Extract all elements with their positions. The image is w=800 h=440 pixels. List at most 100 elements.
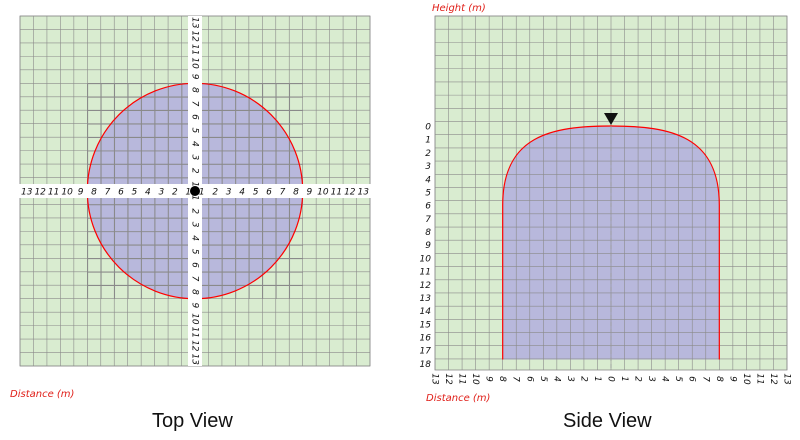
top-view-caption: Top View xyxy=(152,410,233,432)
horizontal-tick-label: 1 xyxy=(185,188,191,198)
sensor-dot-icon xyxy=(190,186,200,196)
horizontal-tick-label: 6 xyxy=(266,188,272,198)
vertical-tick-label: 1 xyxy=(190,181,200,187)
vertical-tick-label: 7 xyxy=(190,276,200,282)
height-tick-label: 17 xyxy=(420,347,432,357)
horizontal-tick-label: 10 xyxy=(61,188,73,198)
height-tick-label: 13 xyxy=(420,294,432,304)
horizontal-tick-label: 12 xyxy=(34,188,46,198)
horizontal-tick-label: 10 xyxy=(317,188,329,198)
vertical-tick-label: 4 xyxy=(190,235,200,241)
height-tick-label: 12 xyxy=(420,281,432,291)
side-view-height-label: Height (m) xyxy=(432,3,486,14)
distance-tick-label: 7 xyxy=(700,376,710,382)
vertical-tick-label: 8 xyxy=(190,87,200,93)
height-tick-label: 10 xyxy=(420,254,432,264)
horizontal-tick-label: 5 xyxy=(132,188,138,198)
horizontal-tick-label: 9 xyxy=(78,188,84,198)
height-tick-label: 9 xyxy=(425,241,431,251)
vertical-tick-label: 4 xyxy=(190,141,200,147)
vertical-tick-label: 12 xyxy=(190,340,200,352)
distance-tick-label: 2 xyxy=(578,376,588,382)
height-tick-label: 2 xyxy=(425,149,431,159)
height-tick-label: 14 xyxy=(420,307,432,317)
distance-tick-label: 5 xyxy=(673,376,683,382)
horizontal-tick-label: 3 xyxy=(226,188,232,198)
grid-border xyxy=(434,15,788,371)
distance-tick-label: 3 xyxy=(646,376,656,382)
height-tick-label: 1 xyxy=(425,136,431,146)
top-view-distance-label: Distance (m) xyxy=(10,389,75,400)
horizontal-tick-label: 7 xyxy=(105,188,111,198)
distance-tick-label: 10 xyxy=(470,373,480,385)
vertical-tick-label: 10 xyxy=(190,313,200,325)
height-tick-label: 6 xyxy=(425,202,431,212)
distance-tick-label: 8 xyxy=(497,376,507,382)
distance-tick-label: 9 xyxy=(727,376,737,382)
sensor-triangle-icon xyxy=(604,113,618,125)
horizontal-tick-label: 1 xyxy=(199,188,205,198)
distance-tick-label: 12 xyxy=(768,373,778,385)
vertical-tick-label: 8 xyxy=(190,289,200,295)
horizontal-tick-label: 2 xyxy=(172,188,178,198)
horizontal-tick-label: 8 xyxy=(91,188,97,198)
horizontal-tick-label: 2 xyxy=(212,188,218,198)
horizontal-tick-label: 12 xyxy=(344,188,356,198)
vertical-tick-label: 3 xyxy=(190,222,200,228)
side-view-distance-label: Distance (m) xyxy=(426,393,491,404)
distance-tick-label: 1 xyxy=(592,376,602,382)
horizontal-tick-label: 13 xyxy=(358,188,370,198)
horizontal-tick-label: 9 xyxy=(307,188,313,198)
horizontal-tick-label: 5 xyxy=(253,188,259,198)
distance-tick-label: 1 xyxy=(619,376,629,382)
distance-tick-label: 11 xyxy=(754,373,764,384)
vertical-tick-label: 9 xyxy=(190,303,200,309)
height-tick-label: 4 xyxy=(425,175,431,185)
distance-tick-label: 2 xyxy=(633,376,643,382)
distance-tick-label: 13 xyxy=(430,373,440,385)
side-view-caption: Side View xyxy=(563,410,652,432)
height-tick-label: 8 xyxy=(425,228,431,238)
vertical-tick-label: 7 xyxy=(190,101,200,107)
vertical-tick-label: 2 xyxy=(190,168,200,174)
horizontal-tick-label: 8 xyxy=(293,188,299,198)
vertical-tick-label: 6 xyxy=(190,114,200,120)
vertical-tick-label: 5 xyxy=(190,128,200,134)
vertical-tick-label: 5 xyxy=(190,249,200,255)
distance-tick-label: 11 xyxy=(457,373,467,384)
height-tick-label: 3 xyxy=(425,162,431,172)
distance-tick-label: 3 xyxy=(565,376,575,382)
vertical-tick-label: 3 xyxy=(190,154,200,160)
horizontal-tick-label: 6 xyxy=(118,188,124,198)
distance-tick-label: 6 xyxy=(524,376,534,382)
height-tick-label: 7 xyxy=(425,215,431,225)
horizontal-tick-label: 11 xyxy=(48,188,59,198)
vertical-tick-label: 11 xyxy=(190,327,200,338)
distance-tick-label: 6 xyxy=(687,376,697,382)
horizontal-tick-label: 11 xyxy=(331,188,342,198)
horizontal-tick-label: 4 xyxy=(145,188,151,198)
distance-tick-label: 13 xyxy=(782,373,792,385)
horizontal-tick-label: 3 xyxy=(158,188,164,198)
vertical-tick-label: 12 xyxy=(190,30,200,42)
vertical-tick-label: 11 xyxy=(190,44,200,55)
vertical-tick-label: 13 xyxy=(190,17,200,29)
horizontal-tick-label: 13 xyxy=(21,188,33,198)
vertical-tick-label: 10 xyxy=(190,57,200,69)
height-tick-label: 18 xyxy=(420,360,432,370)
horizontal-tick-label: 4 xyxy=(239,188,245,198)
vertical-tick-label: 2 xyxy=(190,208,200,214)
distance-tick-label: 12 xyxy=(443,373,453,385)
height-tick-label: 16 xyxy=(420,334,432,344)
distance-tick-label: 8 xyxy=(714,376,724,382)
distance-tick-label: 9 xyxy=(484,376,494,382)
distance-tick-label: 10 xyxy=(741,373,751,385)
distance-tick-label: 0 xyxy=(606,376,616,382)
height-tick-label: 0 xyxy=(425,123,431,133)
top-view-panel: 13 12 11 10 9 8 7 6 5 4 3 2 1 1 2 3 4 5 6 7 8 9 10 11 12 13131211… xyxy=(8,15,382,367)
height-tick-label: 15 xyxy=(420,320,432,330)
distance-tick-label: 4 xyxy=(660,376,670,382)
distance-tick-label: 4 xyxy=(551,376,561,382)
